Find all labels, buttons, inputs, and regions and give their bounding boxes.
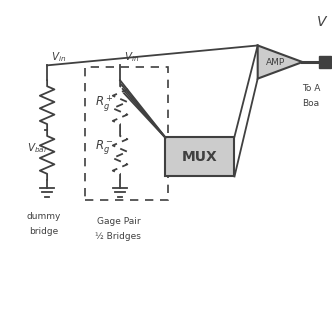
Text: $V_{in}$: $V_{in}$ [124,50,139,64]
Polygon shape [258,46,302,79]
Text: $R_g^-$: $R_g^-$ [95,139,114,158]
Text: AMP: AMP [265,58,285,67]
Text: MUX: MUX [182,150,217,164]
Text: $V_{bal}$: $V_{bal}$ [27,142,47,155]
Text: $R_g^+$: $R_g^+$ [95,93,114,114]
Text: V: V [317,15,327,29]
Text: ½ Bridges: ½ Bridges [96,232,141,241]
Bar [85,67,168,200]
Bar [319,56,331,68]
FancyBboxPatch shape [165,137,234,176]
Text: bridge: bridge [29,227,58,236]
Text: dummy: dummy [27,212,61,221]
Text: Gage Pair: Gage Pair [97,217,140,226]
Text: $V_{in}$: $V_{in}$ [51,50,66,64]
Text: Boa: Boa [302,99,320,108]
Text: To A: To A [302,84,321,93]
